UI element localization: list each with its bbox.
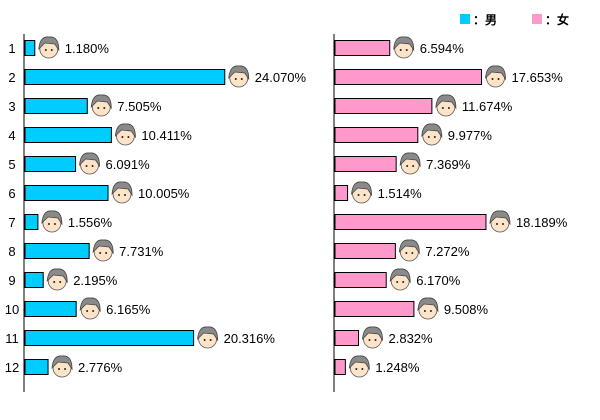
female-value-label: 6.594% — [420, 41, 465, 56]
male-avatar-icon — [79, 297, 101, 320]
female-value-label: 17.653% — [512, 70, 564, 85]
male-value-label: 24.070% — [255, 70, 307, 85]
male-avatar-icon — [41, 210, 63, 233]
female-bar — [334, 69, 483, 85]
female-value-label: 11.674% — [462, 99, 513, 114]
legend-swatch-male — [460, 14, 470, 24]
female-value-label: 18.189% — [516, 215, 568, 230]
female-avatar-icon — [485, 65, 506, 88]
female-bar — [334, 127, 419, 143]
category-tick-label: 7 — [8, 215, 15, 230]
category-tick-label: 3 — [8, 99, 15, 114]
male-value-label: 7.505% — [117, 99, 162, 114]
male-bar — [24, 359, 49, 375]
male-value-label: 7.731% — [119, 244, 164, 259]
female-value-label: 7.272% — [425, 244, 470, 259]
chart-marks: 1234567891011121.180%24.070%7.505%10.411… — [5, 36, 568, 378]
female-value-label: 7.369% — [426, 157, 471, 172]
legend-label-female: ：女 — [545, 12, 569, 27]
male-avatar-icon — [92, 239, 114, 262]
category-tick-label: 9 — [8, 273, 15, 288]
female-bar — [334, 243, 396, 259]
male-bar — [24, 69, 226, 85]
female-bar — [334, 98, 433, 114]
legend-label-male: ：男 — [473, 13, 497, 27]
male-avatar-icon — [111, 181, 133, 204]
male-bar — [24, 40, 36, 56]
male-bar — [24, 98, 88, 114]
female-avatar-icon — [351, 181, 372, 204]
legend-swatch-female — [532, 14, 542, 24]
female-value-label: 2.832% — [389, 331, 434, 346]
male-value-label: 20.316% — [224, 331, 276, 346]
male-value-label: 2.776% — [78, 360, 123, 375]
female-value-label: 9.508% — [444, 302, 489, 317]
female-bar — [334, 330, 360, 346]
category-tick-label: 10 — [5, 302, 19, 317]
male-avatar-icon — [46, 268, 68, 291]
male-bar — [24, 243, 90, 259]
category-tick-label: 2 — [8, 70, 15, 85]
female-value-label: 1.514% — [378, 186, 423, 201]
female-value-label: 9.977% — [448, 128, 493, 143]
male-bar — [24, 330, 195, 346]
male-value-label: 10.005% — [138, 186, 190, 201]
female-bar — [334, 40, 391, 56]
female-avatar-icon — [489, 210, 511, 233]
category-tick-label: 12 — [5, 360, 19, 375]
male-bar — [24, 185, 109, 201]
female-bar — [334, 301, 415, 317]
category-tick-label: 11 — [5, 331, 19, 346]
male-bar — [24, 156, 77, 172]
female-value-label: 6.170% — [416, 273, 461, 288]
female-bar — [334, 272, 387, 288]
female-bar — [334, 359, 346, 375]
female-bar — [334, 214, 487, 230]
male-avatar-icon — [114, 123, 136, 146]
male-bar — [24, 127, 112, 143]
category-tick-label: 6 — [8, 186, 15, 201]
female-bar — [334, 185, 349, 201]
male-avatar-icon — [228, 65, 250, 88]
male-avatar-icon — [79, 152, 100, 175]
female-avatar-icon — [421, 123, 443, 146]
male-bar — [24, 214, 39, 230]
male-avatar-icon — [197, 326, 219, 349]
female-value-label: 1.248% — [375, 360, 420, 375]
category-tick-label: 1 — [8, 41, 15, 56]
male-bar — [24, 301, 77, 317]
male-bar — [24, 272, 44, 288]
female-bar — [334, 156, 397, 172]
female-avatar-icon — [389, 268, 411, 291]
male-value-label: 1.556% — [68, 215, 113, 230]
category-tick-label: 5 — [8, 157, 15, 172]
male-value-label: 1.180% — [65, 41, 110, 56]
legend: ：男 ：女 — [460, 12, 569, 27]
male-avatar-icon — [38, 36, 60, 59]
female-avatar-icon — [399, 152, 421, 175]
female-avatar-icon — [362, 326, 383, 349]
male-value-label: 6.091% — [106, 157, 151, 172]
female-avatar-icon — [417, 297, 439, 320]
male-value-label: 10.411% — [141, 128, 192, 143]
male-value-label: 2.195% — [73, 273, 118, 288]
category-tick-label: 4 — [8, 128, 15, 143]
female-avatar-icon — [348, 355, 370, 378]
female-avatar-icon — [393, 36, 415, 59]
female-avatar-icon — [398, 239, 420, 262]
male-avatar-icon — [90, 94, 112, 117]
category-tick-label: 8 — [8, 244, 15, 259]
female-avatar-icon — [435, 94, 457, 117]
male-value-label: 6.165% — [106, 302, 151, 317]
male-avatar-icon — [51, 355, 73, 378]
